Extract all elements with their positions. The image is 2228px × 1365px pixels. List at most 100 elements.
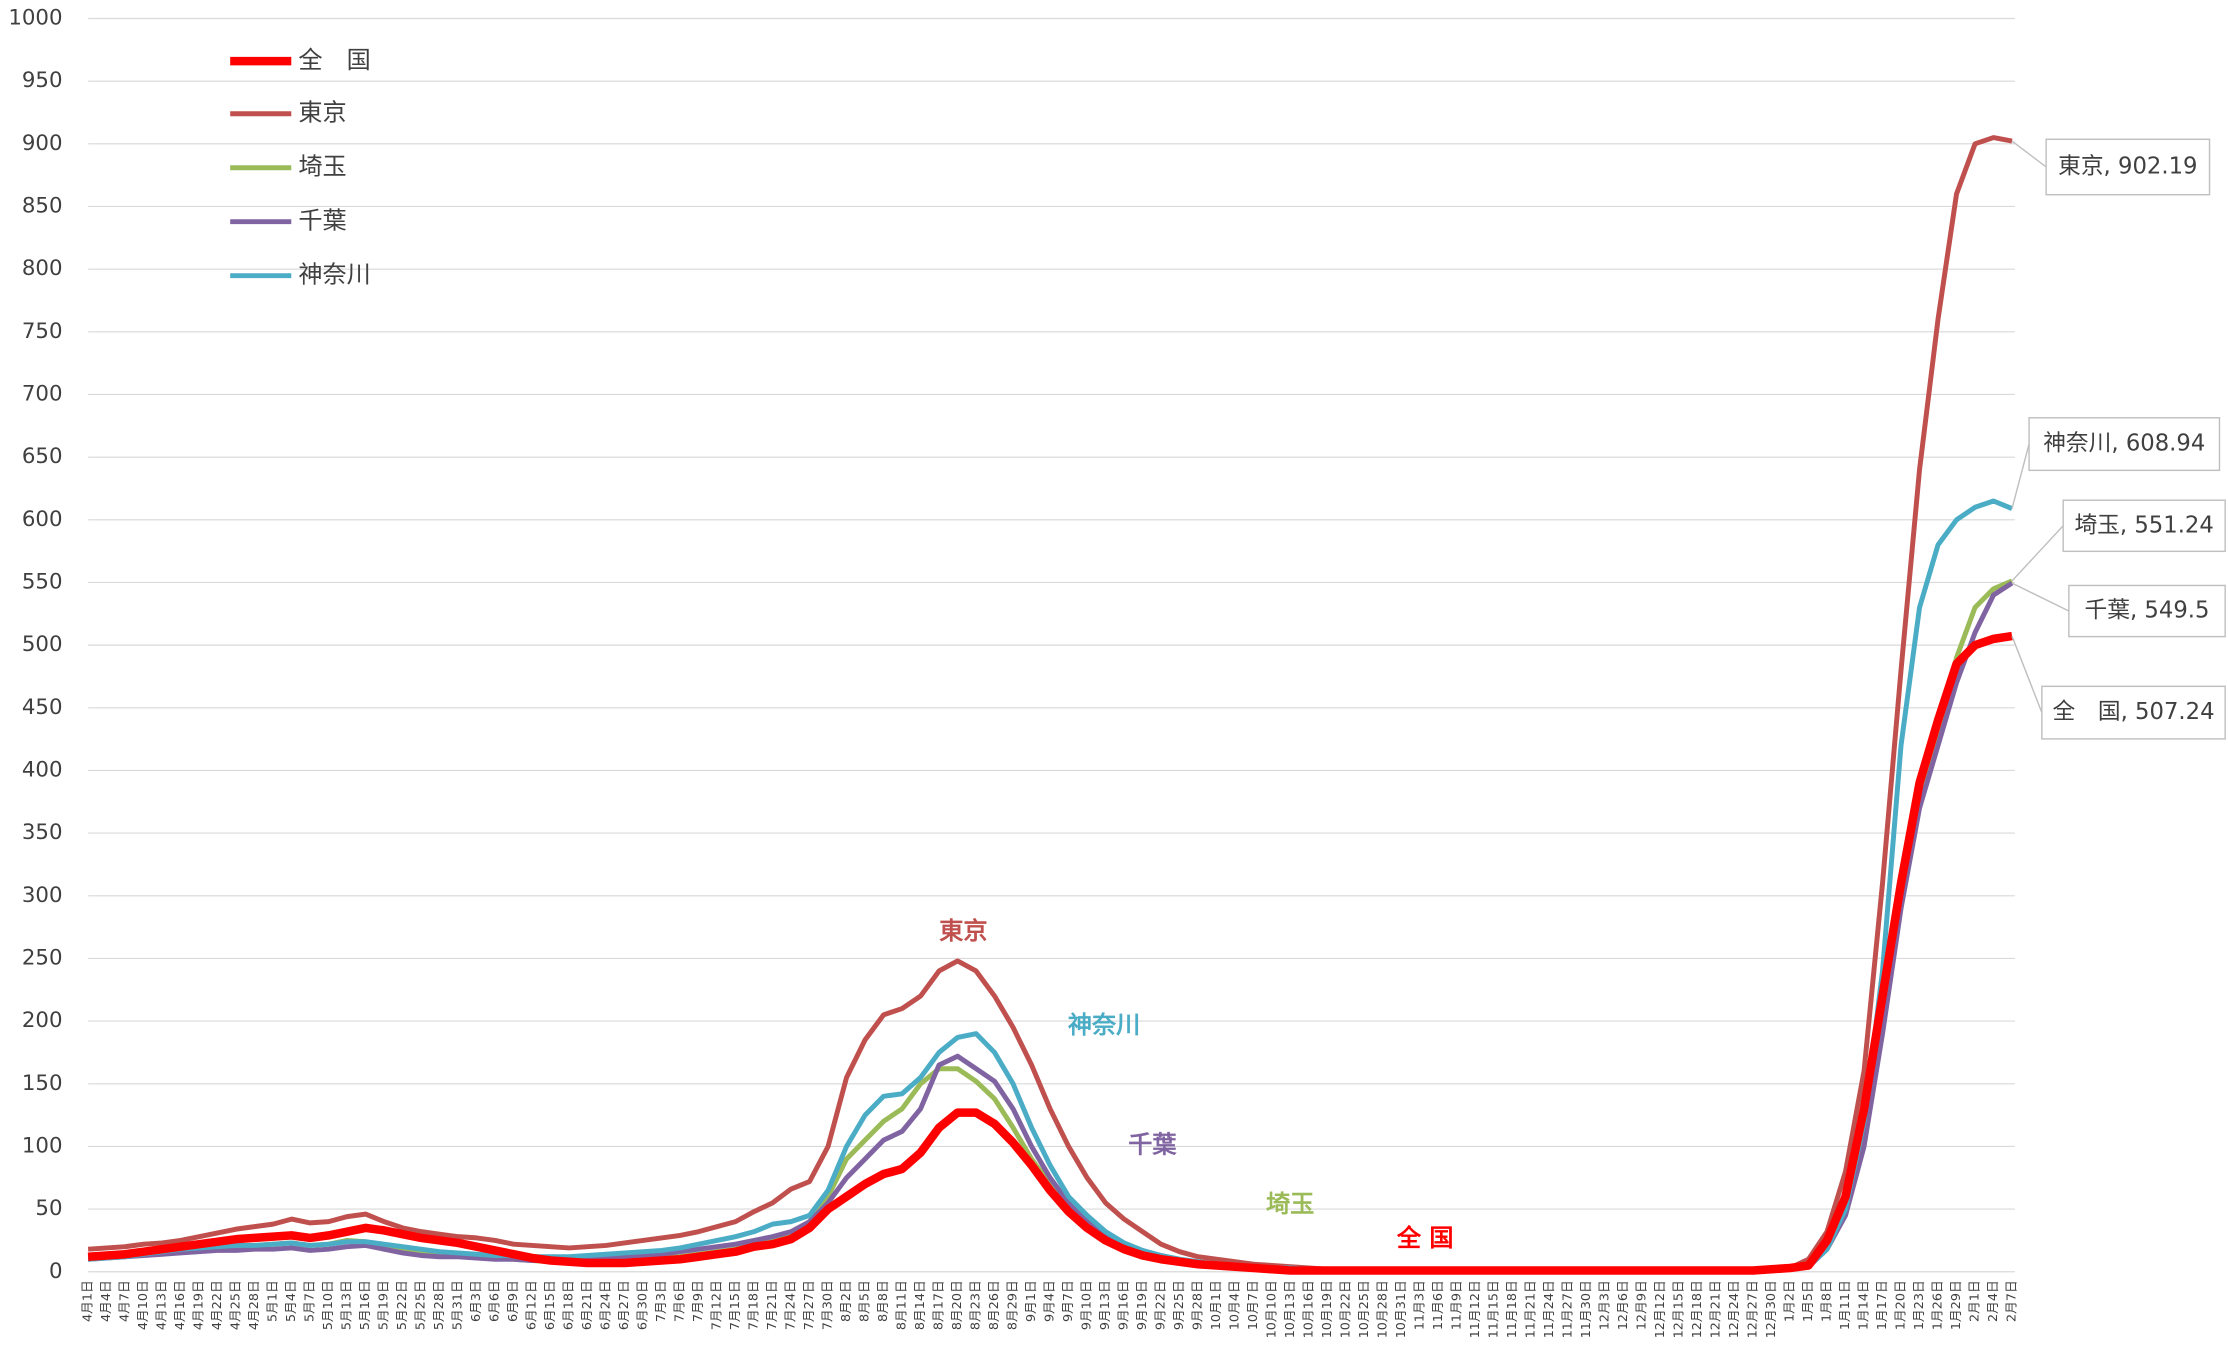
- callout-label: 千葉, 549.5: [2085, 598, 2210, 624]
- x-tick-label: 7月27日: [802, 1280, 817, 1330]
- y-tick-label: 800: [22, 256, 63, 281]
- x-tick-label: 6月24日: [599, 1280, 614, 1330]
- x-tick-label: 7月3日: [654, 1280, 669, 1322]
- x-tick-label: 9月13日: [1098, 1280, 1113, 1330]
- x-tick-label: 11月12日: [1468, 1280, 1483, 1338]
- x-tick-label: 6月18日: [562, 1280, 577, 1330]
- x-tick-label: 2月1日: [1968, 1280, 1983, 1322]
- series-line: [87, 135, 2013, 1272]
- x-tick-label: 9月28日: [1191, 1280, 1206, 1330]
- x-tick-label: 5月22日: [395, 1280, 410, 1330]
- x-tick-label: 4月1日: [81, 1280, 96, 1322]
- x-tick-label: 4月7日: [118, 1280, 133, 1322]
- y-tick-label: 850: [22, 193, 63, 218]
- x-tick-label: 6月9日: [506, 1280, 521, 1322]
- x-tick-label: 1月29日: [1949, 1280, 1964, 1330]
- series-line: [87, 631, 2013, 1275]
- x-tick-label: 8月26日: [987, 1280, 1002, 1330]
- x-tick-label: 5月28日: [432, 1280, 447, 1330]
- legend-label: 千葉: [298, 207, 346, 235]
- callout-box: [2045, 138, 2211, 196]
- x-tick-label: 12月6日: [1616, 1280, 1631, 1330]
- x-tick-label: 1月11日: [1838, 1280, 1853, 1330]
- x-tick-label: 6月30日: [636, 1280, 651, 1330]
- callout-label: 全 国, 507.24: [2052, 699, 2214, 725]
- y-tick-label: 0: [49, 1259, 63, 1284]
- legend-label: 全 国: [298, 46, 370, 74]
- x-tick-label: 1月20日: [1894, 1280, 1909, 1330]
- x-tick-label: 10月4日: [1228, 1280, 1243, 1330]
- x-tick-label: 10月22日: [1339, 1280, 1354, 1338]
- x-tick-label: 12月15日: [1672, 1280, 1687, 1338]
- x-tick-label: 7月9日: [691, 1280, 706, 1322]
- x-tick-label: 8月14日: [913, 1280, 928, 1330]
- x-tick-label: 7月30日: [821, 1280, 836, 1330]
- y-tick-label: 1000: [8, 6, 62, 31]
- x-tick-label: 8月2日: [839, 1280, 854, 1322]
- x-tick-label: 5月4日: [284, 1280, 299, 1322]
- callout-box: [2062, 499, 2226, 553]
- y-tick-label: 750: [22, 319, 63, 344]
- y-tick-label: 150: [22, 1071, 63, 1096]
- y-tick-label: 300: [22, 883, 63, 908]
- x-tick-label: 8月5日: [858, 1280, 873, 1322]
- x-tick-label: 7月18日: [747, 1280, 762, 1330]
- callout-box: [2068, 584, 2226, 638]
- x-tick-label: 8月20日: [950, 1280, 965, 1330]
- legend-label: 神奈川: [298, 261, 370, 289]
- y-tick-label: 350: [22, 820, 63, 845]
- y-tick-label: 250: [22, 945, 63, 970]
- x-tick-label: 10月10日: [1265, 1280, 1280, 1338]
- x-tick-label: 11月3日: [1413, 1280, 1428, 1330]
- legend-label: 埼玉: [298, 153, 346, 181]
- series-line: [87, 498, 2013, 1272]
- callout-leader: [2011, 635, 2043, 713]
- y-tick-label: 200: [22, 1008, 63, 1033]
- series-label: 埼玉: [1266, 1190, 1314, 1218]
- x-tick-label: 7月6日: [673, 1280, 688, 1322]
- x-tick-label: 8月11日: [895, 1280, 910, 1330]
- x-tick-label: 6月12日: [525, 1280, 540, 1330]
- x-tick-label: 9月19日: [1135, 1280, 1150, 1330]
- x-tick-label: 12月18日: [1690, 1280, 1705, 1338]
- x-tick-label: 4月13日: [155, 1280, 170, 1330]
- x-tick-label: 11月24日: [1542, 1280, 1557, 1338]
- x-tick-label: 1月23日: [1912, 1280, 1927, 1330]
- x-tick-label: 2月4日: [1986, 1280, 2001, 1322]
- y-tick-label: 400: [22, 757, 63, 782]
- x-tick-label: 12月3日: [1598, 1280, 1613, 1330]
- x-tick-label: 1月5日: [1801, 1280, 1816, 1322]
- y-tick-label: 900: [22, 131, 63, 156]
- callout-leader: [2011, 525, 2064, 582]
- x-tick-label: 12月30日: [1764, 1280, 1779, 1338]
- x-tick-label: 10月25日: [1357, 1280, 1372, 1338]
- x-tick-label: 7月24日: [784, 1280, 799, 1330]
- callout-label: 埼玉, 551.24: [2074, 512, 2213, 538]
- callout-label: 東京, 902.19: [2058, 153, 2197, 179]
- x-tick-label: 1月2日: [1783, 1280, 1798, 1322]
- x-tick-label: 5月10日: [321, 1280, 336, 1330]
- x-tick-label: 1月17日: [1875, 1280, 1890, 1330]
- x-tick-label: 7月12日: [710, 1280, 725, 1330]
- x-tick-label: 4月25日: [229, 1280, 244, 1330]
- x-tick-label: 4月10日: [136, 1280, 151, 1330]
- x-tick-label: 12月12日: [1653, 1280, 1668, 1338]
- x-tick-label: 9月25日: [1172, 1280, 1187, 1330]
- x-tick-label: 10月16日: [1302, 1280, 1317, 1338]
- x-tick-label: 10月19日: [1320, 1280, 1335, 1338]
- x-tick-label: 6月27日: [617, 1280, 632, 1330]
- callout-leader: [2011, 140, 2047, 168]
- x-tick-label: 1月8日: [1820, 1280, 1835, 1322]
- x-tick-label: 8月29日: [1006, 1280, 1021, 1330]
- callout-box: [2041, 685, 2226, 740]
- x-tick-label: 11月30日: [1579, 1280, 1594, 1338]
- x-tick-label: 12月21日: [1709, 1280, 1724, 1338]
- x-tick-label: 6月15日: [543, 1280, 558, 1330]
- callout-box: [2028, 417, 2221, 472]
- y-tick-label: 650: [22, 444, 63, 469]
- y-tick-label: 100: [22, 1133, 63, 1158]
- x-tick-label: 9月7日: [1061, 1280, 1076, 1322]
- x-tick-label: 5月7日: [303, 1280, 318, 1322]
- x-tick-label: 12月24日: [1727, 1280, 1742, 1338]
- x-tick-label: 10月13日: [1283, 1280, 1298, 1338]
